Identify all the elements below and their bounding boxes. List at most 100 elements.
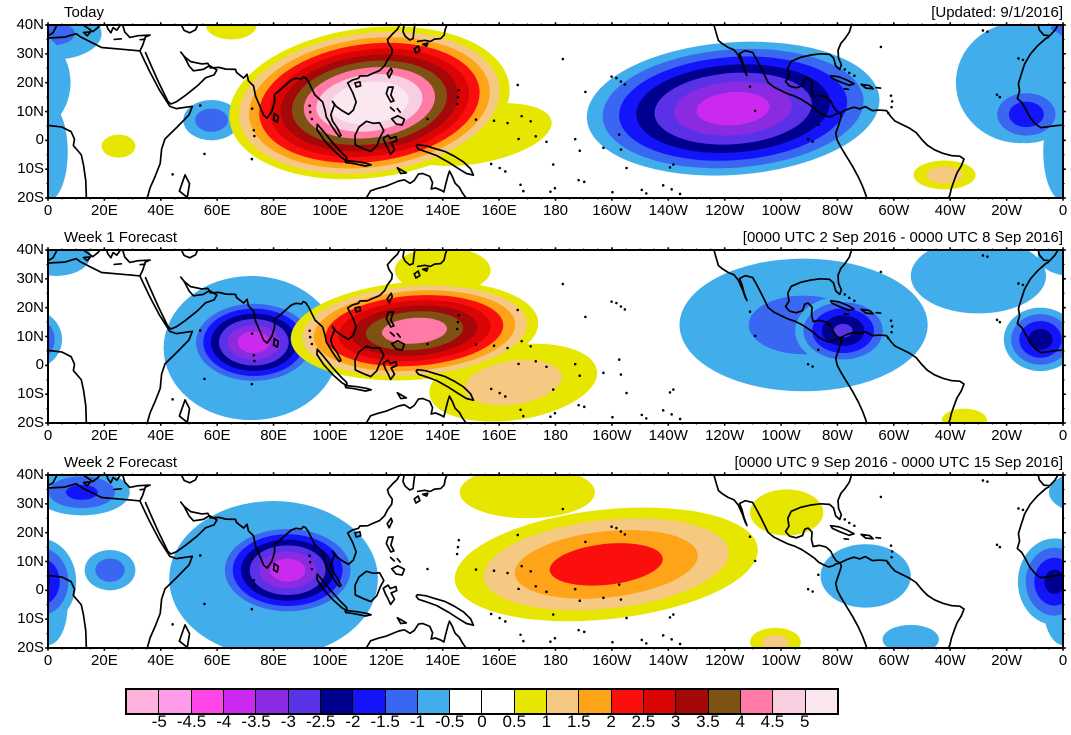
anomaly-contour <box>941 408 987 423</box>
lon-tick-label: 0 <box>43 652 53 669</box>
anomaly-contour <box>882 624 939 648</box>
colorbar-cell <box>610 690 643 713</box>
colorbar-cell <box>352 690 385 713</box>
lat-tick-label: 10S <box>17 610 44 628</box>
lat-tick-label: 10S <box>17 160 44 178</box>
lon-tick-label: 140W <box>648 652 688 669</box>
anomaly-contour <box>48 250 91 276</box>
map-frame <box>48 250 1063 423</box>
anomaly-contour <box>95 558 125 582</box>
colorbar-cell <box>384 690 417 713</box>
colorbar-cell <box>158 690 191 713</box>
panel-title: Today <box>64 4 105 21</box>
lon-tick-label: 60E <box>203 427 231 444</box>
lat-tick-label: 20S <box>17 639 44 656</box>
lon-tick-label: 120E <box>368 427 404 444</box>
colorbar-tick-label: -1 <box>409 712 426 731</box>
lon-tick-label: 160E <box>481 652 517 669</box>
colorbar-cell <box>319 690 353 713</box>
lat-tick-label: 10N <box>16 552 44 570</box>
lon-tick-label: 20W <box>991 652 1023 669</box>
lon-tick-label: 0 <box>1058 202 1068 219</box>
anomaly-contour <box>1044 569 1063 594</box>
lon-tick-label: 160W <box>592 427 632 444</box>
anomaly-contour <box>48 323 55 356</box>
lon-tick-label: 100E <box>312 427 348 444</box>
lon-tick-label: 180 <box>542 652 569 669</box>
lon-tick-label: 180 <box>542 202 569 219</box>
lon-tick-label: 40W <box>934 652 966 669</box>
map-panel-1 <box>48 25 1063 198</box>
colorbar-cell <box>449 690 482 713</box>
lon-tick-label: 120W <box>705 652 745 669</box>
anomaly-contour <box>1048 475 1063 509</box>
lat-tick-label: 30N <box>16 269 44 287</box>
lon-tick-label: 20E <box>91 652 118 669</box>
lat-tick-label: 10N <box>16 102 44 120</box>
lon-tick-label: 180 <box>542 427 569 444</box>
lon-tick-label: 20E <box>91 427 118 444</box>
colorbar-cell <box>739 690 773 713</box>
lon-tick-label: 60W <box>878 652 910 669</box>
colorbar-cell <box>707 690 740 713</box>
colorbar-cell <box>578 690 611 713</box>
anomaly-contour <box>910 250 1047 314</box>
lat-tick-label: 40N <box>16 241 44 258</box>
panel-header-week1: Week 1 Forecast [0000 UTC 2 Sep 2016 - 0… <box>48 228 1063 248</box>
lon-tick-label: 140E <box>425 202 461 219</box>
lon-tick-label: 80W <box>822 652 853 669</box>
anomaly-contour <box>926 166 963 184</box>
lon-tick-label: 160E <box>481 427 517 444</box>
anomaly-contour <box>101 134 136 158</box>
lat-tick-label: 20S <box>17 189 44 206</box>
colorbar-cell <box>675 690 708 713</box>
colorbar-tick-label: 1 <box>541 712 552 731</box>
lon-tick-label: 160W <box>592 652 632 669</box>
lon-tick-label: 120W <box>705 427 745 444</box>
map-panel-3 <box>48 475 1063 648</box>
lon-tick-label: 120E <box>368 652 404 669</box>
colorbar-cell <box>546 690 579 713</box>
lon-tick-label: 80E <box>260 202 287 219</box>
lon-tick-label: 100W <box>761 652 801 669</box>
anomaly-contour <box>205 25 257 40</box>
lon-tick-label: 140W <box>648 202 688 219</box>
lon-tick-label: 120W <box>705 202 745 219</box>
colorbar-tick-label: 0 <box>477 712 487 731</box>
colorbar-tick-label: 2.5 <box>631 712 656 731</box>
anomaly-field <box>48 25 1063 198</box>
lat-tick-label: 20S <box>17 414 44 431</box>
lon-tick-label: 20E <box>91 202 118 219</box>
lon-tick-label: 80W <box>822 202 853 219</box>
lon-tick-label: 140W <box>648 427 688 444</box>
anomaly-contour <box>66 484 98 500</box>
lon-tick-label: 80E <box>260 427 287 444</box>
colorbar-tick-label: 5 <box>799 712 810 731</box>
anomaly-contour <box>48 559 60 604</box>
anomaly-contour <box>820 544 911 608</box>
anomaly-contour <box>696 91 770 126</box>
lat-tick-label: 30N <box>16 494 44 512</box>
panel-header-week2: Week 2 Forecast [0000 UTC 9 Sep 2016 - 0… <box>48 453 1063 473</box>
lon-tick-label: 0 <box>43 202 53 219</box>
colorbar-tick-label: -1.5 <box>370 712 400 731</box>
colorbar-tick-label: 3.5 <box>696 712 720 731</box>
lon-tick-label: 100E <box>312 202 348 219</box>
lon-tick-label: 100W <box>761 202 801 219</box>
map-frame <box>48 25 1063 198</box>
lat-tick-label: 0 <box>35 356 44 374</box>
colorbar-tick-label: 4.5 <box>760 712 785 731</box>
map-frame <box>48 475 1063 648</box>
colorbar-tick-label: 1.5 <box>566 712 591 731</box>
lon-tick-label: 160E <box>481 202 517 219</box>
colorbar-tick-label: 3 <box>670 712 681 731</box>
panel-period: [0000 UTC 2 Sep 2016 - 0000 UTC 8 Sep 20… <box>742 229 1063 246</box>
colorbar-cell <box>804 690 837 713</box>
anomaly-contour <box>382 317 448 344</box>
colorbar-tick-label: 0.5 <box>502 712 527 731</box>
coastlines <box>48 25 1063 198</box>
colorbar-cell <box>127 690 159 713</box>
panel-period: [0000 UTC 9 Sep 2016 - 0000 UTC 15 Sep 2… <box>734 454 1063 471</box>
anomaly-contour <box>1008 101 1044 128</box>
lat-tick-label: 40N <box>16 16 44 33</box>
